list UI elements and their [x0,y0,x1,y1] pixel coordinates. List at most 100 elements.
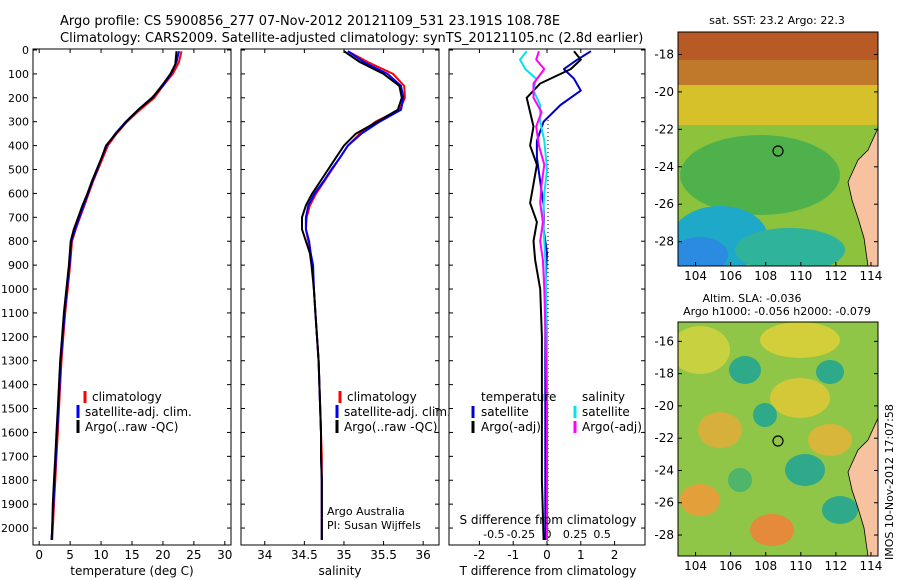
legend-satellite-adj: satellite-adj. clim. [344,405,451,419]
figure-title-line2: Climatology: CARS2009. Satellite-adjuste… [60,31,643,46]
sst-map-title: sat. SST: 23.2 Argo: 22.3 [709,14,845,27]
legend-argo: Argo(..raw -QC) [85,420,178,434]
x-tick-label: 34.5 [291,548,318,562]
temperature-legend: climatology satellite-adj. clim. Argo(..… [76,390,192,434]
legend-satellite-adj: satellite-adj. clim. [85,405,192,419]
sla-field [678,322,878,556]
depth-tick-label: 1800 [1,474,29,487]
map-lon-tick-label: 106 [719,559,742,573]
x-tick-label: 34 [257,548,272,562]
map-lat-tick-label: -18 [654,47,674,61]
legend-sal-argo: Argo(-adj) [582,420,642,434]
depth-tick-label: 1500 [1,403,29,416]
land-mass [847,127,878,266]
x-tick-label: 35.5 [370,548,397,562]
x-tick-label: 36 [416,548,431,562]
map-lat-tick-label: -28 [654,235,674,249]
map-lon-tick-label: 108 [754,269,777,283]
depth-tick-label: 500 [8,164,29,177]
map-lon-tick-label: 112 [824,269,847,283]
temperature-profile-panel: 0100200300400500600700800900100011001200… [1,44,232,578]
x-tick-label: 35 [336,548,351,562]
depth-tick-label: 700 [8,211,29,224]
map-lon-tick-label: 114 [860,269,883,283]
annotation-pi: PI: Susan Wijffels [327,519,421,532]
difference-profile-panel: -2 -1 0 1 2-0.5 -0.25 0 0.25 0.5 temperature sal… [448,48,646,578]
map-lat-tick-label: -22 [654,431,674,445]
depth-tick-label: 400 [8,140,29,153]
temperature-x-label: temperature (deg C) [70,564,193,578]
legend-climatology: climatology [92,390,162,404]
s-diff-tick-label: -0.25 [507,528,535,541]
map-lat-tick-label: -26 [654,197,674,211]
map-lat-tick-label: -20 [654,85,674,99]
map-lat-tick-label: -28 [654,528,674,542]
x-tick-label: 30 [217,548,232,562]
x-tick-label: -2 [473,548,485,562]
figure-title-line1: Argo profile: CS 5900856_277 07-Nov-2012… [60,14,560,29]
sla-map-panel: Altim. SLA: -0.036 Argo h1000: -0.056 h2… [654,292,882,573]
legend-temp-satellite: satellite [481,405,529,419]
x-tick-label: 20 [155,548,170,562]
x-tick-label: 25 [186,548,201,562]
depth-tick-label: 1400 [1,379,29,392]
difference-legend: temperature salinity satellite Argo(-adj… [471,390,642,434]
depth-tick-label: 200 [8,92,29,105]
depth-tick-label: 1200 [1,331,29,344]
s-diff-tick-label: -0.5 [483,528,504,541]
s-diff-tick-label: 0.5 [593,528,611,541]
salinity-x-label: salinity [318,564,361,578]
map-lat-tick-label: -22 [654,122,674,136]
depth-tick-label: 1700 [1,450,29,463]
depth-tick-label: 800 [8,235,29,248]
depth-tick-label: 300 [8,116,29,129]
annotation-argo-australia: Argo Australia [327,505,405,518]
sla-map-title-line1: Altim. SLA: -0.036 [702,292,801,305]
legend-title-temperature: temperature [481,390,556,404]
map-lat-tick-label: -18 [654,367,674,381]
map-lat-tick-label: -16 [654,334,674,348]
x-tick-label: 15 [124,548,139,562]
legend-argo: Argo(..raw -QC) [344,420,437,434]
x-tick-label: 0 [543,548,551,562]
map-lon-tick-label: 104 [684,269,707,283]
depth-tick-label: 1300 [1,355,29,368]
depth-tick-label: 900 [8,259,29,272]
series-line-argo-raw-qc- [301,50,403,540]
depth-tick-label: 2000 [1,522,29,535]
x-tick-label: 0 [35,548,43,562]
map-lat-tick-label: -24 [654,160,674,174]
legend-title-salinity: salinity [582,390,625,404]
imos-timestamp-label: IMOS 10-Nov-2012 17:07:58 [883,404,896,560]
map-lon-tick-label: 110 [789,269,812,283]
map-lon-tick-label: 110 [789,559,812,573]
t-difference-label: T difference from climatology [459,564,637,578]
s-diff-tick-label: 0.25 [563,528,588,541]
series-line-argo-adj- [532,50,548,540]
depth-tick-label: 1100 [1,307,29,320]
sst-field [678,32,878,266]
x-tick-label: 10 [93,548,108,562]
depth-tick-label: 100 [8,68,29,81]
x-tick-label: 1 [577,548,585,562]
map-lon-tick-label: 108 [754,559,777,573]
legend-climatology: climatology [347,390,417,404]
map-lat-tick-label: -24 [654,463,674,477]
depth-tick-label: 600 [8,187,29,200]
map-lon-tick-label: 104 [684,559,707,573]
legend-temp-argo: Argo(-adj) [481,420,541,434]
series-line-argo-adj- [525,50,582,541]
salinity-legend: climatology satellite-adj. clim. Argo(..… [335,390,451,434]
map-lat-tick-label: -20 [654,399,674,413]
x-tick-label: 5 [66,548,74,562]
map-lon-tick-label: 112 [824,559,847,573]
series-line-argo-raw-qc- [50,51,178,541]
map-lon-tick-label: 106 [719,269,742,283]
x-tick-label: -1 [507,548,519,562]
land-mass [847,417,878,556]
profile-location-marker [772,145,784,157]
depth-tick-label: 1900 [1,498,29,511]
depth-tick-label: 0 [22,44,29,57]
profile-location-marker [772,435,784,447]
